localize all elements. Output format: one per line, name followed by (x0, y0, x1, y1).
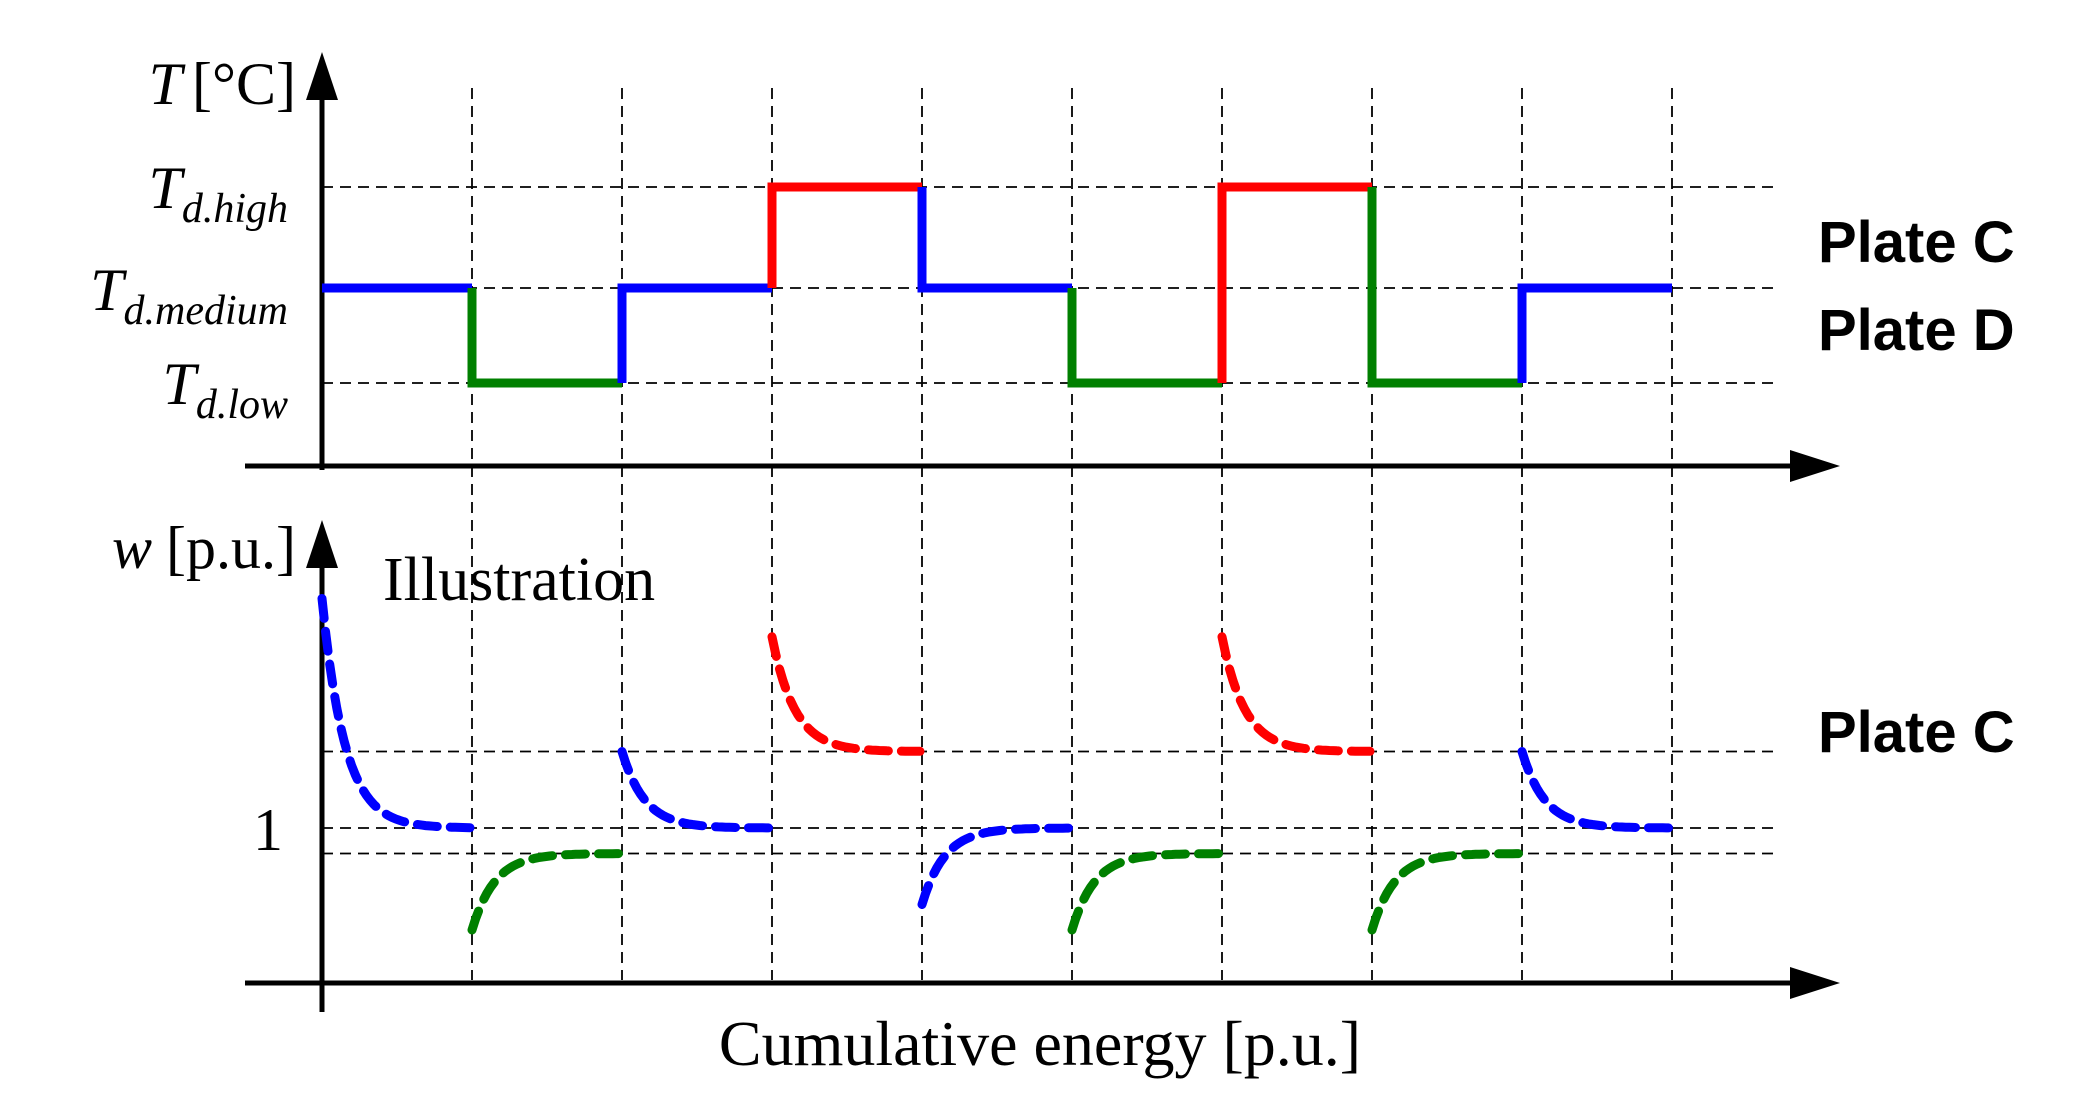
x-axis-label: Cumulative energy [p.u.] (719, 1008, 1361, 1079)
illustration-annotation: Illustration (383, 546, 655, 614)
w-curve-1-medium (317, 594, 475, 833)
bottom-x-axis-arrow (1790, 967, 1840, 999)
temp-segment-9-medium (1517, 283, 1672, 383)
w-curve-9-medium (1517, 747, 1675, 833)
w-curves (317, 594, 1675, 935)
level-label-high: Td.high (148, 155, 288, 232)
top-y-axis-arrow (306, 52, 338, 100)
level-label-low: Td.low (162, 351, 288, 428)
temp-segment-7-high (1217, 182, 1372, 383)
temp-segment-4-high (767, 182, 922, 288)
w-curve-6-low (1067, 849, 1225, 935)
temp-segment-6-low (1067, 288, 1222, 388)
w-tick-label-1: 1 (253, 797, 283, 863)
w-curve-8-low (1367, 849, 1525, 935)
bottom-y-axis-arrow (306, 520, 338, 568)
temperature-trace (322, 182, 1672, 388)
plate-c-label-bottom: Plate C (1818, 700, 2015, 765)
w-curve-7-high (1217, 632, 1375, 756)
w-curve-5-medium (917, 823, 1075, 909)
top-x-axis-arrow (1790, 450, 1840, 482)
level-label-medium: Td.medium (90, 257, 288, 334)
w-curve-2-low (467, 849, 625, 935)
w-curve-4-high (767, 632, 925, 756)
temp-segment-3-medium (617, 283, 772, 383)
w-curve-3-medium (617, 747, 775, 833)
temp-segment-5-medium (917, 187, 1072, 293)
plate-d-label-top: Plate D (1818, 298, 2015, 363)
temp-segment-8-low (1367, 187, 1522, 388)
temp-segment-2-low (467, 288, 622, 388)
top-y-axis-label: T [°C] (149, 51, 296, 117)
grid-lines (322, 88, 1780, 980)
bottom-y-axis-label: w [p.u.] (112, 515, 296, 581)
plate-c-label-top: Plate C (1818, 210, 2015, 275)
